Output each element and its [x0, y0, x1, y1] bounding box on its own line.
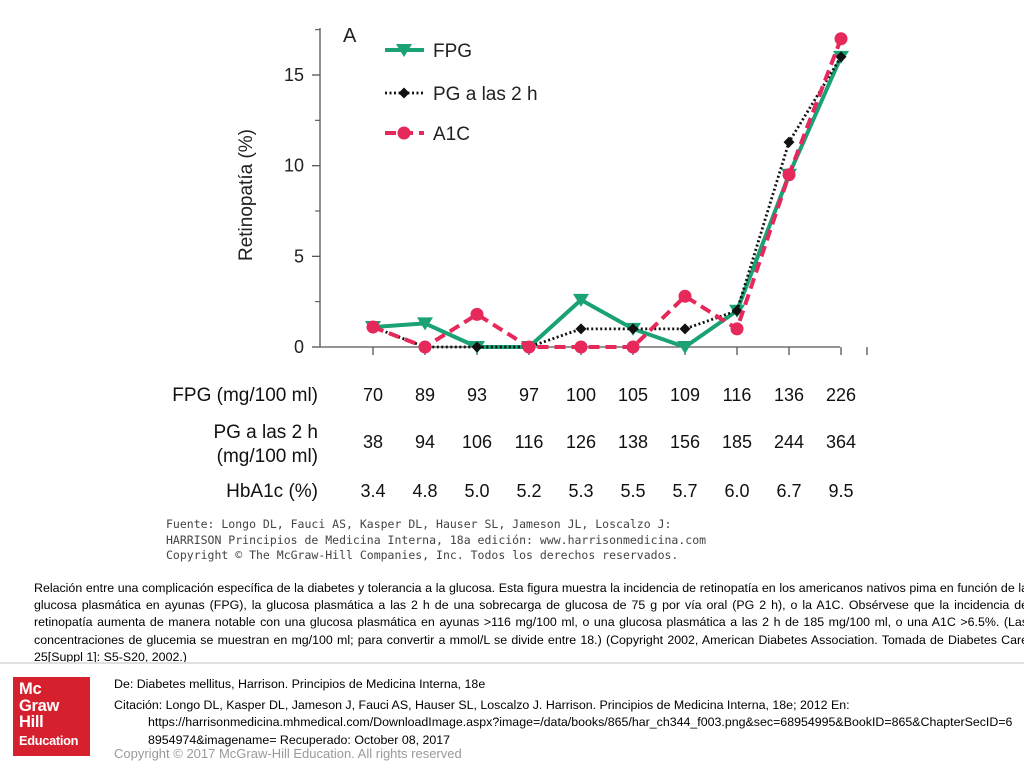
- data-point: [835, 51, 847, 63]
- retinopathy-chart: 0 5 10 15 Retinopatía (%) A FPG PG a las 2 h A1C…: [172, 25, 868, 502]
- row-label: FPG (mg/100 ml): [172, 385, 318, 406]
- table-cell: 70: [363, 385, 383, 405]
- y-tick-label: 5: [294, 246, 304, 266]
- table-cell: 97: [519, 385, 539, 405]
- data-point: [471, 341, 483, 353]
- y-tick-label: 15: [284, 65, 304, 85]
- logo-line-3: Hill: [19, 713, 44, 731]
- data-point: [783, 136, 795, 148]
- table-cell: 106: [462, 432, 492, 452]
- copyright-notice: Copyright © 2017 McGraw-Hill Education. …: [114, 746, 462, 761]
- y-tick-label: 10: [284, 156, 304, 176]
- figure-caption: Relación entre una complicación específi…: [34, 581, 1024, 664]
- data-point: [677, 341, 693, 354]
- data-point: [574, 340, 588, 354]
- y-axis-title: Retinopatía (%): [236, 129, 257, 261]
- legend-label: PG a las 2 h: [433, 84, 538, 105]
- citation-url[interactable]: https://harrisonmedicina.mhmedical.com/D…: [148, 715, 1013, 747]
- data-point: [731, 305, 743, 317]
- table-cell: 185: [722, 432, 752, 452]
- logo-line-2: Graw: [19, 696, 60, 715]
- data-point: [470, 307, 484, 321]
- legend-marker: [397, 126, 411, 140]
- table-cell: 136: [774, 385, 804, 405]
- source-line-1: Fuente: Longo DL, Fauci AS, Kasper DL, H…: [166, 517, 672, 531]
- table-row-1: FPG (mg/100 ml) 70 89 93 97 100 105 109 116 136 22…: [172, 385, 856, 406]
- logo-line-1: Mc: [19, 680, 42, 698]
- table-cell: 100: [566, 385, 596, 405]
- data-point: [626, 340, 640, 354]
- row-label: HbA1c (%): [226, 481, 318, 502]
- legend-item-1: FPG: [385, 41, 472, 62]
- data-point: [627, 323, 639, 335]
- data-point: [522, 340, 536, 354]
- table-cell: 6.0: [724, 481, 749, 501]
- table-cell: 3.4: [360, 481, 385, 501]
- citation-block: De: Diabetes mellitus, Harrison. Princip…: [114, 676, 1018, 749]
- series-line: [372, 56, 843, 349]
- mcgraw-hill-logo: Mc Graw Hill Education: [13, 677, 90, 756]
- table-cell: 138: [618, 432, 648, 452]
- citation-source: De: Diabetes mellitus, Harrison. Princip…: [114, 677, 486, 691]
- table-cell: 126: [566, 432, 596, 452]
- table-cell: 93: [467, 385, 487, 405]
- source-line-2: HARRISON Principios de Medicina Interna,…: [166, 532, 707, 547]
- table-cell: 105: [618, 385, 648, 405]
- legend-marker: [396, 44, 412, 57]
- legend-label: A1C: [433, 124, 470, 145]
- table-cell: 116: [723, 385, 752, 405]
- table-cell: 156: [670, 432, 700, 452]
- data-point: [366, 320, 380, 334]
- citation-text: Citación: Longo DL, Kasper DL, Jameson J…: [114, 698, 850, 713]
- row-label: (mg/100 ml): [217, 446, 318, 467]
- table-cell: 5.3: [568, 481, 593, 501]
- logo-line-4: Education: [19, 732, 79, 748]
- table-cell: 5.7: [672, 481, 697, 501]
- figure-source: Fuente: Longo DL, Fauci AS, Kasper DL, H…: [166, 517, 707, 564]
- data-point: [575, 323, 587, 335]
- table-cell: 9.5: [828, 481, 853, 501]
- row-label: PG a las 2 h: [213, 422, 318, 443]
- table-cell: 89: [415, 385, 435, 405]
- data-point: [679, 323, 691, 335]
- table-cell: 4.8: [412, 481, 437, 501]
- data-point: [782, 168, 796, 182]
- table-cell: 5.5: [620, 481, 645, 501]
- table-cell: 94: [415, 432, 435, 452]
- table-cell: 116: [515, 432, 544, 452]
- data-point: [573, 293, 589, 307]
- table-cell: 109: [670, 385, 700, 405]
- table-cell: 5.2: [516, 481, 541, 501]
- table-cell: 244: [774, 432, 804, 452]
- legend-marker: [398, 87, 410, 99]
- table-row-2: PG a las 2 h (mg/100 ml) 38 94 106 116 126 138 1…: [213, 422, 856, 467]
- legend-item-3: A1C: [385, 124, 470, 145]
- panel-label: A: [343, 25, 357, 47]
- table-cell: 38: [363, 432, 383, 452]
- series-line: [372, 56, 843, 349]
- legend-label: FPG: [433, 41, 472, 62]
- data-point: [417, 317, 433, 331]
- series-line: [372, 38, 843, 349]
- table-cell: 364: [826, 432, 856, 452]
- source-line-3: Copyright © The McGraw-Hill Companies, I…: [166, 548, 679, 562]
- table-cell: 6.7: [776, 481, 801, 501]
- table-cell: 226: [826, 385, 856, 405]
- data-point: [678, 289, 692, 303]
- table-row-3: HbA1c (%) 3.4 4.8 5.0 5.2 5.3 5.5 5.7 6.0 6.7 9.5: [226, 481, 853, 502]
- data-point: [834, 32, 848, 46]
- table-cell: 5.0: [464, 481, 489, 501]
- data-point: [418, 340, 432, 354]
- y-tick-label: 0: [294, 337, 304, 357]
- data-point: [730, 322, 744, 336]
- footer-divider: [0, 662, 1024, 664]
- legend-item-2: PG a las 2 h: [385, 84, 538, 105]
- series-3: [366, 32, 848, 354]
